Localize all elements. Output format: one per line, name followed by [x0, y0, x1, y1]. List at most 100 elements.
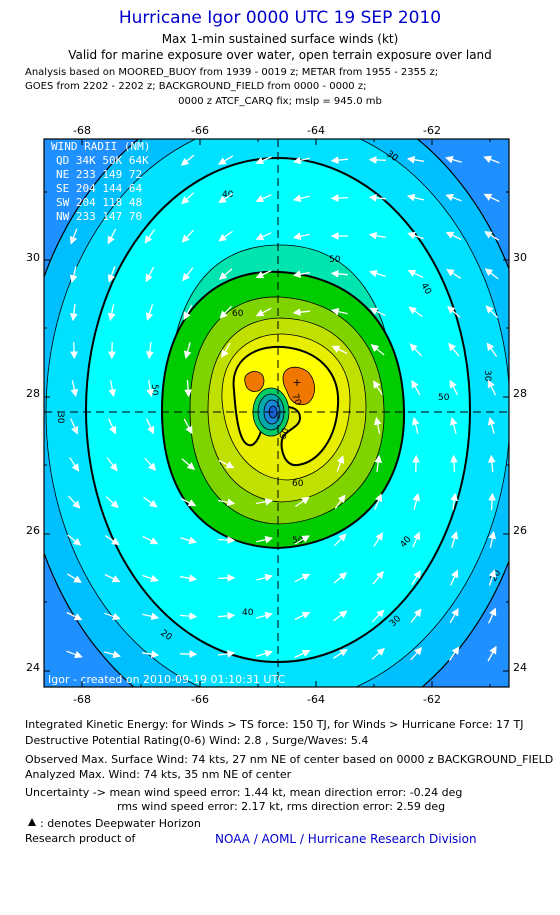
lon-tick-label: -68 [73, 693, 91, 706]
wind-vector-arrow [146, 418, 155, 435]
wind-vector-arrow [142, 612, 160, 621]
ike-line: Integrated Kinetic Energy: for Winds > T… [25, 718, 524, 731]
lon-tick-label: -64 [307, 124, 325, 137]
wind-vector-arrow [107, 266, 116, 283]
wind-vector-arrow [146, 380, 155, 398]
wind-vector-arrow [142, 574, 159, 583]
contour-label: 60 [292, 479, 304, 489]
wind-vector-arrow [370, 344, 385, 356]
wind-vector-arrow [255, 156, 272, 165]
wind-vector-arrow [411, 569, 421, 586]
wind-vector-arrow [330, 156, 349, 165]
lat-tick-label: 30 [513, 251, 527, 264]
wind-vector-arrow [368, 231, 387, 240]
wind-vector-arrow [105, 496, 119, 509]
deepwater-note: : denotes Deepwater Horizon [40, 817, 201, 830]
wind-vector-arrow [255, 194, 272, 203]
wind-vector-arrow [292, 232, 310, 241]
wind-vector-arrow [255, 497, 274, 506]
wind-vector-arrow [180, 497, 197, 507]
lon-tick-label: -64 [307, 693, 325, 706]
wind-vector-arrow [369, 269, 386, 278]
wind-vector-arrow [373, 416, 382, 434]
wind-vector-arrow [221, 342, 231, 359]
wind-vector-arrow [70, 380, 79, 398]
wind-vector-arrow [69, 266, 78, 283]
wind-vector-arrow [145, 266, 155, 283]
wind-vector-arrow [181, 458, 196, 471]
wind-vector-arrow [330, 194, 349, 202]
wind-vector-arrow [256, 535, 274, 544]
wind-vector-arrow [217, 574, 236, 582]
wind-vector-arrow [70, 341, 78, 360]
hrd-credit-link[interactable]: NOAA / AOML / Hurricane Research Divisio… [215, 832, 477, 846]
wind-vector-arrow [333, 533, 347, 547]
lat-tick-label: 28 [26, 387, 40, 400]
wind-vector-arrow [449, 607, 459, 624]
wind-vector-arrow [292, 156, 310, 165]
wind-vector-arrow [333, 572, 348, 584]
lat-tick-label: 24 [513, 661, 527, 674]
wind-vector-arrow [217, 155, 234, 165]
wind-vector-arrow [292, 308, 311, 317]
wind-radii-title: WIND RADII (NM) [51, 140, 150, 153]
wind-vector-arrow [179, 574, 198, 583]
wind-vector-arrow [256, 611, 273, 620]
wind-vector-arrow [292, 270, 311, 279]
wind-vector-arrow [446, 268, 462, 279]
contour-label: 50 [329, 255, 341, 265]
wind-vector-arrow [184, 379, 193, 398]
wind-vector-arrow [449, 417, 458, 434]
wind-vector-arrow [108, 418, 117, 435]
wind-vector-arrow [255, 270, 272, 279]
wind-vector-arrow [219, 305, 232, 319]
contour-label: 40 [242, 608, 254, 618]
wind-vector-arrow [104, 535, 120, 546]
wind-vector-arrow [407, 231, 424, 240]
wind-vector-arrow [445, 231, 462, 241]
wind-vector-arrow [217, 536, 236, 544]
wind-radii-row: SE 204 144 64 [56, 182, 142, 195]
wind-vector-arrow [67, 534, 82, 546]
created-timestamp: Igor - created on 2010-09-19 01:10:31 UT… [48, 673, 285, 686]
contour-label: 30 [55, 412, 65, 424]
wind-vector-arrow [447, 305, 461, 318]
wind-vector-arrow [104, 573, 121, 583]
max-wind-area-northeast [282, 366, 315, 406]
wind-vector-arrow [450, 569, 459, 586]
wind-vector-arrow [142, 650, 160, 659]
lon-tick-label: -66 [191, 124, 209, 137]
wind-vector-arrow [412, 492, 421, 510]
wind-vector-arrow [406, 193, 424, 202]
validity-note: Valid for marine exposure over water, op… [68, 48, 492, 62]
lat-labels-right: 30 28 26 24 [513, 251, 527, 674]
map-subtitle: Max 1-min sustained surface winds (kt) [161, 32, 399, 46]
wind-vector-arrow [183, 304, 193, 321]
wind-vector-arrow [294, 535, 311, 545]
wind-vector-arrow [409, 343, 422, 357]
wind-vector-arrow [487, 454, 496, 473]
wind-vector-arrow [107, 228, 117, 245]
wind-radii-row: SW 204 118 48 [56, 196, 142, 209]
wind-vector-arrow [411, 379, 421, 396]
wind-vector-arrow [144, 229, 156, 244]
wind-vector-arrow [371, 647, 385, 660]
wind-vector-arrow [487, 645, 497, 662]
wind-vector-arrow [410, 608, 422, 623]
wind-vector-arrow [374, 493, 383, 510]
wind-vector-arrow [180, 536, 197, 545]
wind-radii-box: WIND RADII (NM) QD 34K 50K 64K NE 233 14… [51, 140, 150, 223]
wind-vector-arrow [255, 307, 272, 317]
wind-vector-arrow [69, 304, 78, 322]
lat-tick-label: 30 [26, 251, 40, 264]
uncertainty-line-2: rms wind speed error: 2.17 kt, rms direc… [117, 800, 446, 813]
wind-vector-arrow [294, 573, 311, 583]
wind-vector-arrow [333, 610, 348, 622]
lon-tick-label: -62 [423, 124, 441, 137]
contour-label: 70 [289, 393, 302, 407]
lon-labels-bottom: -68 -66 -64 -62 [73, 693, 441, 706]
wind-vector-arrow [69, 456, 80, 472]
wind-vector-arrow [411, 416, 420, 434]
wind-vector-layer [66, 154, 500, 662]
